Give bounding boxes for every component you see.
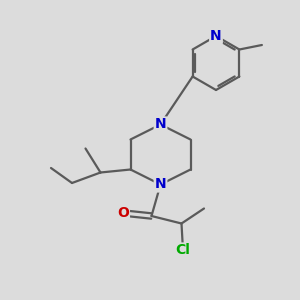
- Text: O: O: [117, 206, 129, 220]
- Text: N: N: [155, 178, 166, 191]
- Text: N: N: [155, 118, 166, 131]
- Text: Cl: Cl: [176, 244, 190, 257]
- Text: N: N: [210, 29, 222, 43]
